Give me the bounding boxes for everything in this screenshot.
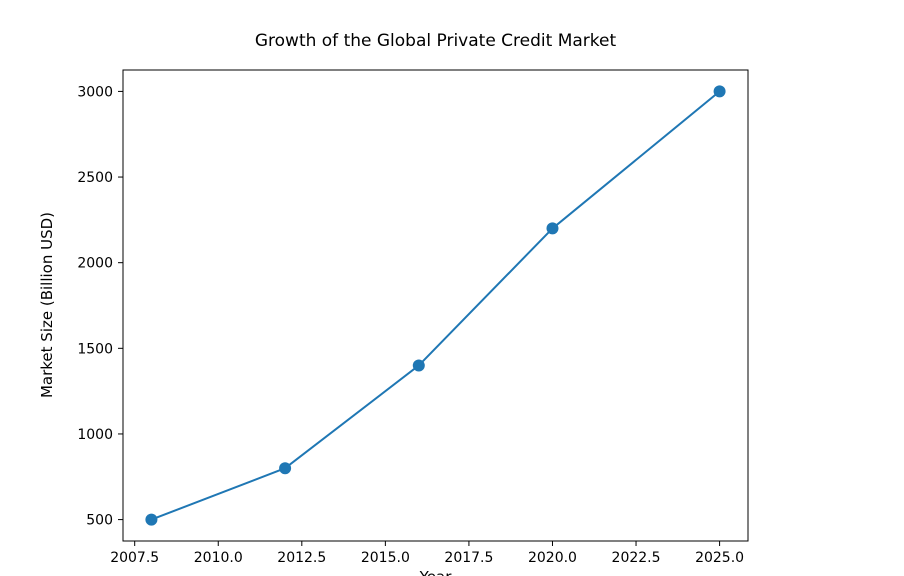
plot-border <box>122 69 749 542</box>
y-axis-label: Market Size (Billion USD) <box>38 211 56 399</box>
data-point <box>279 462 292 475</box>
y-tick-label: 1000 <box>77 427 113 443</box>
x-tick-label: 2017.5 <box>444 550 493 566</box>
x-tick-label: 2012.5 <box>277 550 326 566</box>
x-axis-label: Year <box>123 568 748 576</box>
y-tick-label: 500 <box>86 513 113 529</box>
x-tick-label: 2010.0 <box>194 550 243 566</box>
y-tick-label: 2500 <box>77 170 113 186</box>
y-tick-label: 1500 <box>77 341 113 357</box>
x-tick-label: 2025.0 <box>695 550 744 566</box>
data-point <box>412 359 425 372</box>
data-point <box>713 85 726 98</box>
y-tick-label: 3000 <box>77 84 113 100</box>
data-line <box>151 90 721 521</box>
data-point <box>546 222 559 235</box>
x-tick-label: 2022.5 <box>612 550 661 566</box>
x-tick-label: 2020.0 <box>528 550 577 566</box>
data-point <box>145 513 158 526</box>
x-tick-label: 2015.0 <box>361 550 410 566</box>
x-tick-label: 2007.5 <box>110 550 159 566</box>
y-tick-label: 2000 <box>77 256 113 272</box>
chart-title: Growth of the Global Private Credit Mark… <box>254 31 617 51</box>
